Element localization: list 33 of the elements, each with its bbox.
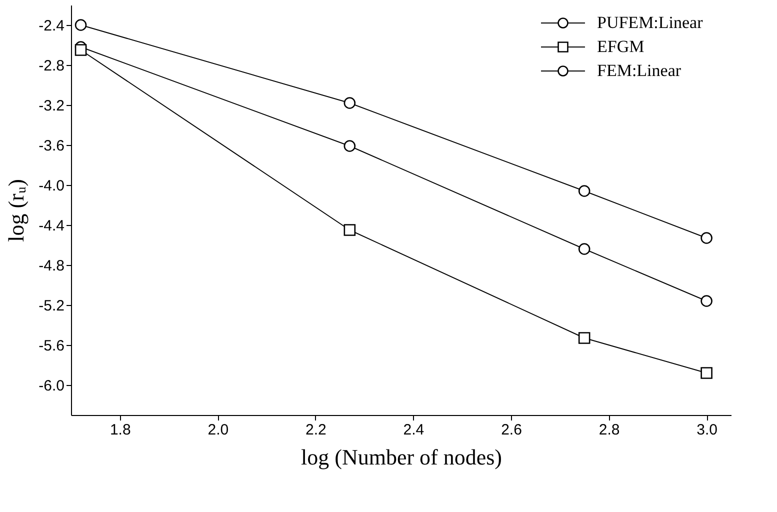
point bbox=[344, 224, 356, 236]
legend-label: PUFEM:Linear bbox=[597, 13, 704, 32]
point bbox=[700, 295, 712, 307]
y-tick-label: -3.2 bbox=[38, 98, 64, 114]
y-tick-label: -5.6 bbox=[38, 338, 64, 354]
legend-label: FEM:Linear bbox=[597, 61, 682, 80]
point bbox=[344, 140, 356, 152]
point bbox=[74, 44, 87, 56]
x-axis-title: log (Number of nodes) bbox=[300, 444, 502, 470]
y-tick-label: -5.2 bbox=[38, 298, 64, 314]
y-tick-label: -3.6 bbox=[38, 138, 64, 154]
y-tick-label: -6.0 bbox=[38, 378, 64, 394]
legend-label: EFGM bbox=[597, 37, 644, 56]
point bbox=[74, 19, 87, 31]
y-tick-label: -4.0 bbox=[38, 178, 64, 194]
y-tick-label: -4.8 bbox=[38, 258, 64, 274]
x-tick-label: 2.2 bbox=[306, 422, 326, 438]
point bbox=[344, 97, 356, 109]
point bbox=[578, 332, 590, 344]
x-tick-label: 2.0 bbox=[208, 422, 229, 438]
x-tick-label: 2.8 bbox=[598, 422, 620, 438]
x-tick-label: 1.8 bbox=[110, 422, 131, 438]
point bbox=[700, 367, 712, 379]
x-tick-label: 2.4 bbox=[403, 422, 424, 438]
x-tick-label: 3.0 bbox=[696, 422, 718, 438]
point bbox=[700, 232, 712, 244]
point bbox=[578, 185, 590, 197]
x-tick-label: 2.6 bbox=[501, 422, 522, 438]
point bbox=[578, 243, 590, 255]
y-tick-label: -2.8 bbox=[38, 58, 64, 74]
y-tick-label: -4.4 bbox=[38, 218, 64, 234]
y-axis-title: log (rᵤ) bbox=[4, 179, 29, 242]
y-tick-label: -2.4 bbox=[38, 18, 64, 34]
